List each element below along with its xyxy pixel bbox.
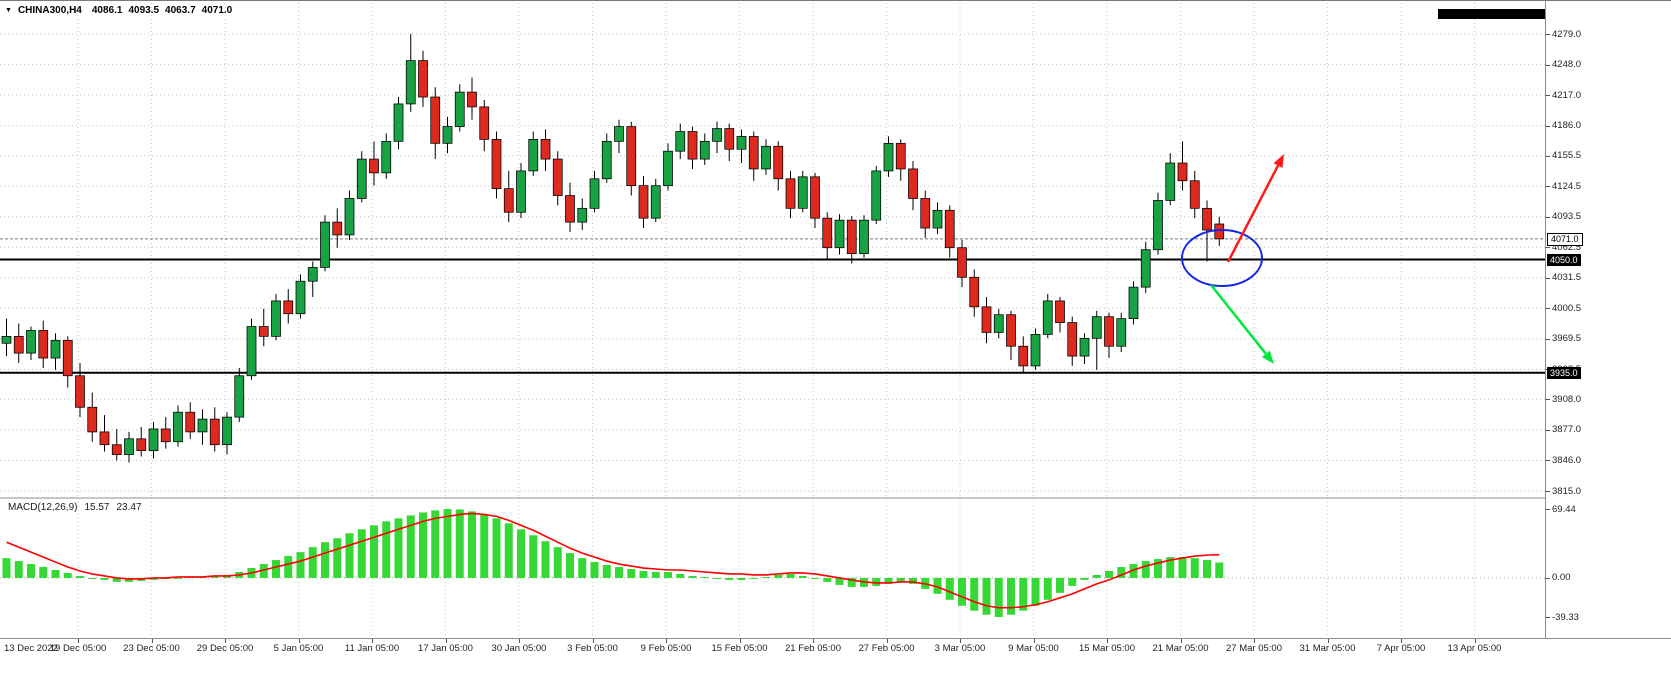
time-tick-label: 21 Feb 05:00 — [785, 643, 841, 654]
price-tick-label: 4279.0 — [1552, 28, 1582, 40]
macd-tick-label: 0.00 — [1552, 572, 1571, 584]
time-tick-label: 7 Apr 05:00 — [1376, 643, 1426, 654]
time-tick-mark — [445, 639, 447, 643]
time-tick-mark — [298, 639, 300, 643]
time-tick-mark — [519, 639, 520, 643]
price-tick-label: 3846.0 — [1552, 454, 1582, 466]
high-value: 4093.5 — [128, 5, 160, 16]
time-tick-label: 15 Feb 05:00 — [711, 643, 768, 654]
low-value: 4063.7 — [165, 5, 196, 16]
price-tick-label: 4248.0 — [1552, 59, 1582, 71]
time-tick-label: 13 Dec 2022 — [4, 643, 58, 654]
price-tick-label: 3908.0 — [1552, 393, 1582, 405]
time-tick-label: 11 Jan 05:00 — [344, 643, 400, 654]
time-tick-label: 9 Mar 05:00 — [1008, 643, 1059, 654]
time-tick-label: 3 Feb 05:00 — [567, 643, 618, 654]
time-tick-mark — [78, 639, 79, 643]
price-tick-label: 3969.5 — [1552, 333, 1582, 345]
price-tick-mark — [1546, 95, 1550, 97]
time-tick-label: 27 Feb 05:00 — [858, 643, 915, 654]
time-tick-mark — [1180, 639, 1182, 643]
macd-tick-mark — [1546, 509, 1550, 510]
time-tick-mark — [225, 639, 226, 643]
symbol-dropdown-icon[interactable]: ▼ — [5, 6, 12, 14]
time-axis[interactable]: 13 Dec 2022 19 Dec 05:00 23 Dec 05:00 29 De… — [0, 638, 1671, 680]
price-tick-label: 3877.0 — [1552, 424, 1582, 436]
macd-signal-value: 23.47 — [116, 502, 142, 513]
price-axis[interactable]: 4279.0 4248.0 4217.0 4186.0 4155.5 4124.5 4093… — [1545, 1, 1671, 638]
time-tick-label: 13 Apr 05:00 — [1447, 643, 1502, 654]
time-tick-mark — [960, 639, 961, 643]
time-tick-mark — [372, 639, 373, 643]
time-tick-label: 9 Feb 05:00 — [640, 643, 692, 654]
price-tick-mark — [1546, 155, 1550, 157]
price-tick-label: 4000.5 — [1552, 302, 1582, 314]
time-tick-label: 31 Mar 05:00 — [1299, 643, 1356, 654]
time-tick-label: 3 Mar 05:00 — [934, 643, 986, 654]
price-tick-label: 4093.5 — [1552, 211, 1582, 223]
price-tick-mark — [1546, 277, 1550, 279]
price-tick-label: 3815.0 — [1552, 485, 1582, 497]
time-tick-label: 30 Jan 05:00 — [491, 643, 547, 654]
price-tick-mark — [1546, 34, 1550, 35]
price-tick-label: 4062.5 — [1552, 241, 1582, 253]
time-tick-mark — [1254, 639, 1255, 643]
time-tick-mark — [739, 639, 741, 643]
price-tick-label: 4217.0 — [1552, 89, 1582, 101]
time-tick-label: 29 Dec 05:00 — [196, 643, 254, 654]
time-tick-label: 5 Jan 05:00 — [273, 643, 324, 654]
time-tick-label: 21 Mar 05:00 — [1152, 643, 1209, 654]
time-tick-mark — [1474, 639, 1476, 643]
time-tick-mark — [592, 639, 594, 643]
time-tick-mark — [886, 639, 888, 643]
price-tick-mark — [1546, 308, 1550, 310]
price-tick-mark — [1546, 429, 1550, 431]
price-tick-mark — [1546, 186, 1550, 188]
time-tick-mark — [151, 639, 153, 643]
price-tick-mark — [1546, 399, 1550, 401]
chart-header: ▼ CHINA300,H4 4086.1 4093.5 4063.7 4071.… — [5, 5, 232, 16]
price-tick-mark — [1546, 125, 1550, 127]
price-tick-mark — [1546, 216, 1550, 218]
macd-tick-mark — [1546, 577, 1550, 579]
macd-indicator-label: MACD(12,26,9) 15.57 23.47 — [8, 502, 142, 513]
macd-main-value: 15.57 — [84, 502, 110, 513]
price-tick-mark — [1546, 64, 1550, 66]
time-tick-label: 17 Jan 05:00 — [418, 643, 473, 654]
price-tick-mark — [1546, 460, 1550, 462]
time-tick-mark — [813, 639, 814, 643]
macd-tick-label: -39.33 — [1552, 611, 1579, 623]
price-tick-mark — [1546, 491, 1550, 492]
price-tick-label: 4186.0 — [1552, 120, 1582, 132]
time-tick-label: 23 Dec 05:00 — [123, 643, 180, 654]
time-tick-label: 15 Mar 05:00 — [1079, 643, 1135, 654]
price-tick-label: 4155.5 — [1552, 150, 1582, 162]
current-price-badge: 4071.0 — [1547, 232, 1583, 246]
price-tick-mark — [1546, 338, 1550, 340]
macd-tick-mark — [1546, 617, 1550, 618]
price-tick-label: 4124.5 — [1552, 180, 1582, 192]
close-value: 4071.0 — [201, 5, 233, 16]
level-price-badge: 3935.0 — [1547, 366, 1581, 379]
level-price-badge: 4050.0 — [1547, 253, 1581, 266]
time-tick-label: 27 Mar 05:00 — [1226, 643, 1282, 654]
open-value: 4086.1 — [91, 5, 123, 16]
price-tick-mark — [1546, 247, 1550, 249]
time-tick-mark — [1401, 639, 1402, 643]
symbol-timeframe-label: CHINA300,H4 — [17, 5, 82, 16]
time-tick-label: 19 Dec 05:00 — [49, 643, 107, 654]
macd-tick-label: 69.44 — [1552, 503, 1576, 515]
time-tick-mark — [666, 639, 667, 643]
time-tick-mark — [1107, 639, 1108, 643]
time-tick-mark — [1327, 639, 1329, 643]
time-tick-mark — [1033, 639, 1035, 643]
macd-name: MACD(12,26,9) — [8, 502, 78, 513]
price-tick-label: 4031.5 — [1552, 272, 1582, 284]
